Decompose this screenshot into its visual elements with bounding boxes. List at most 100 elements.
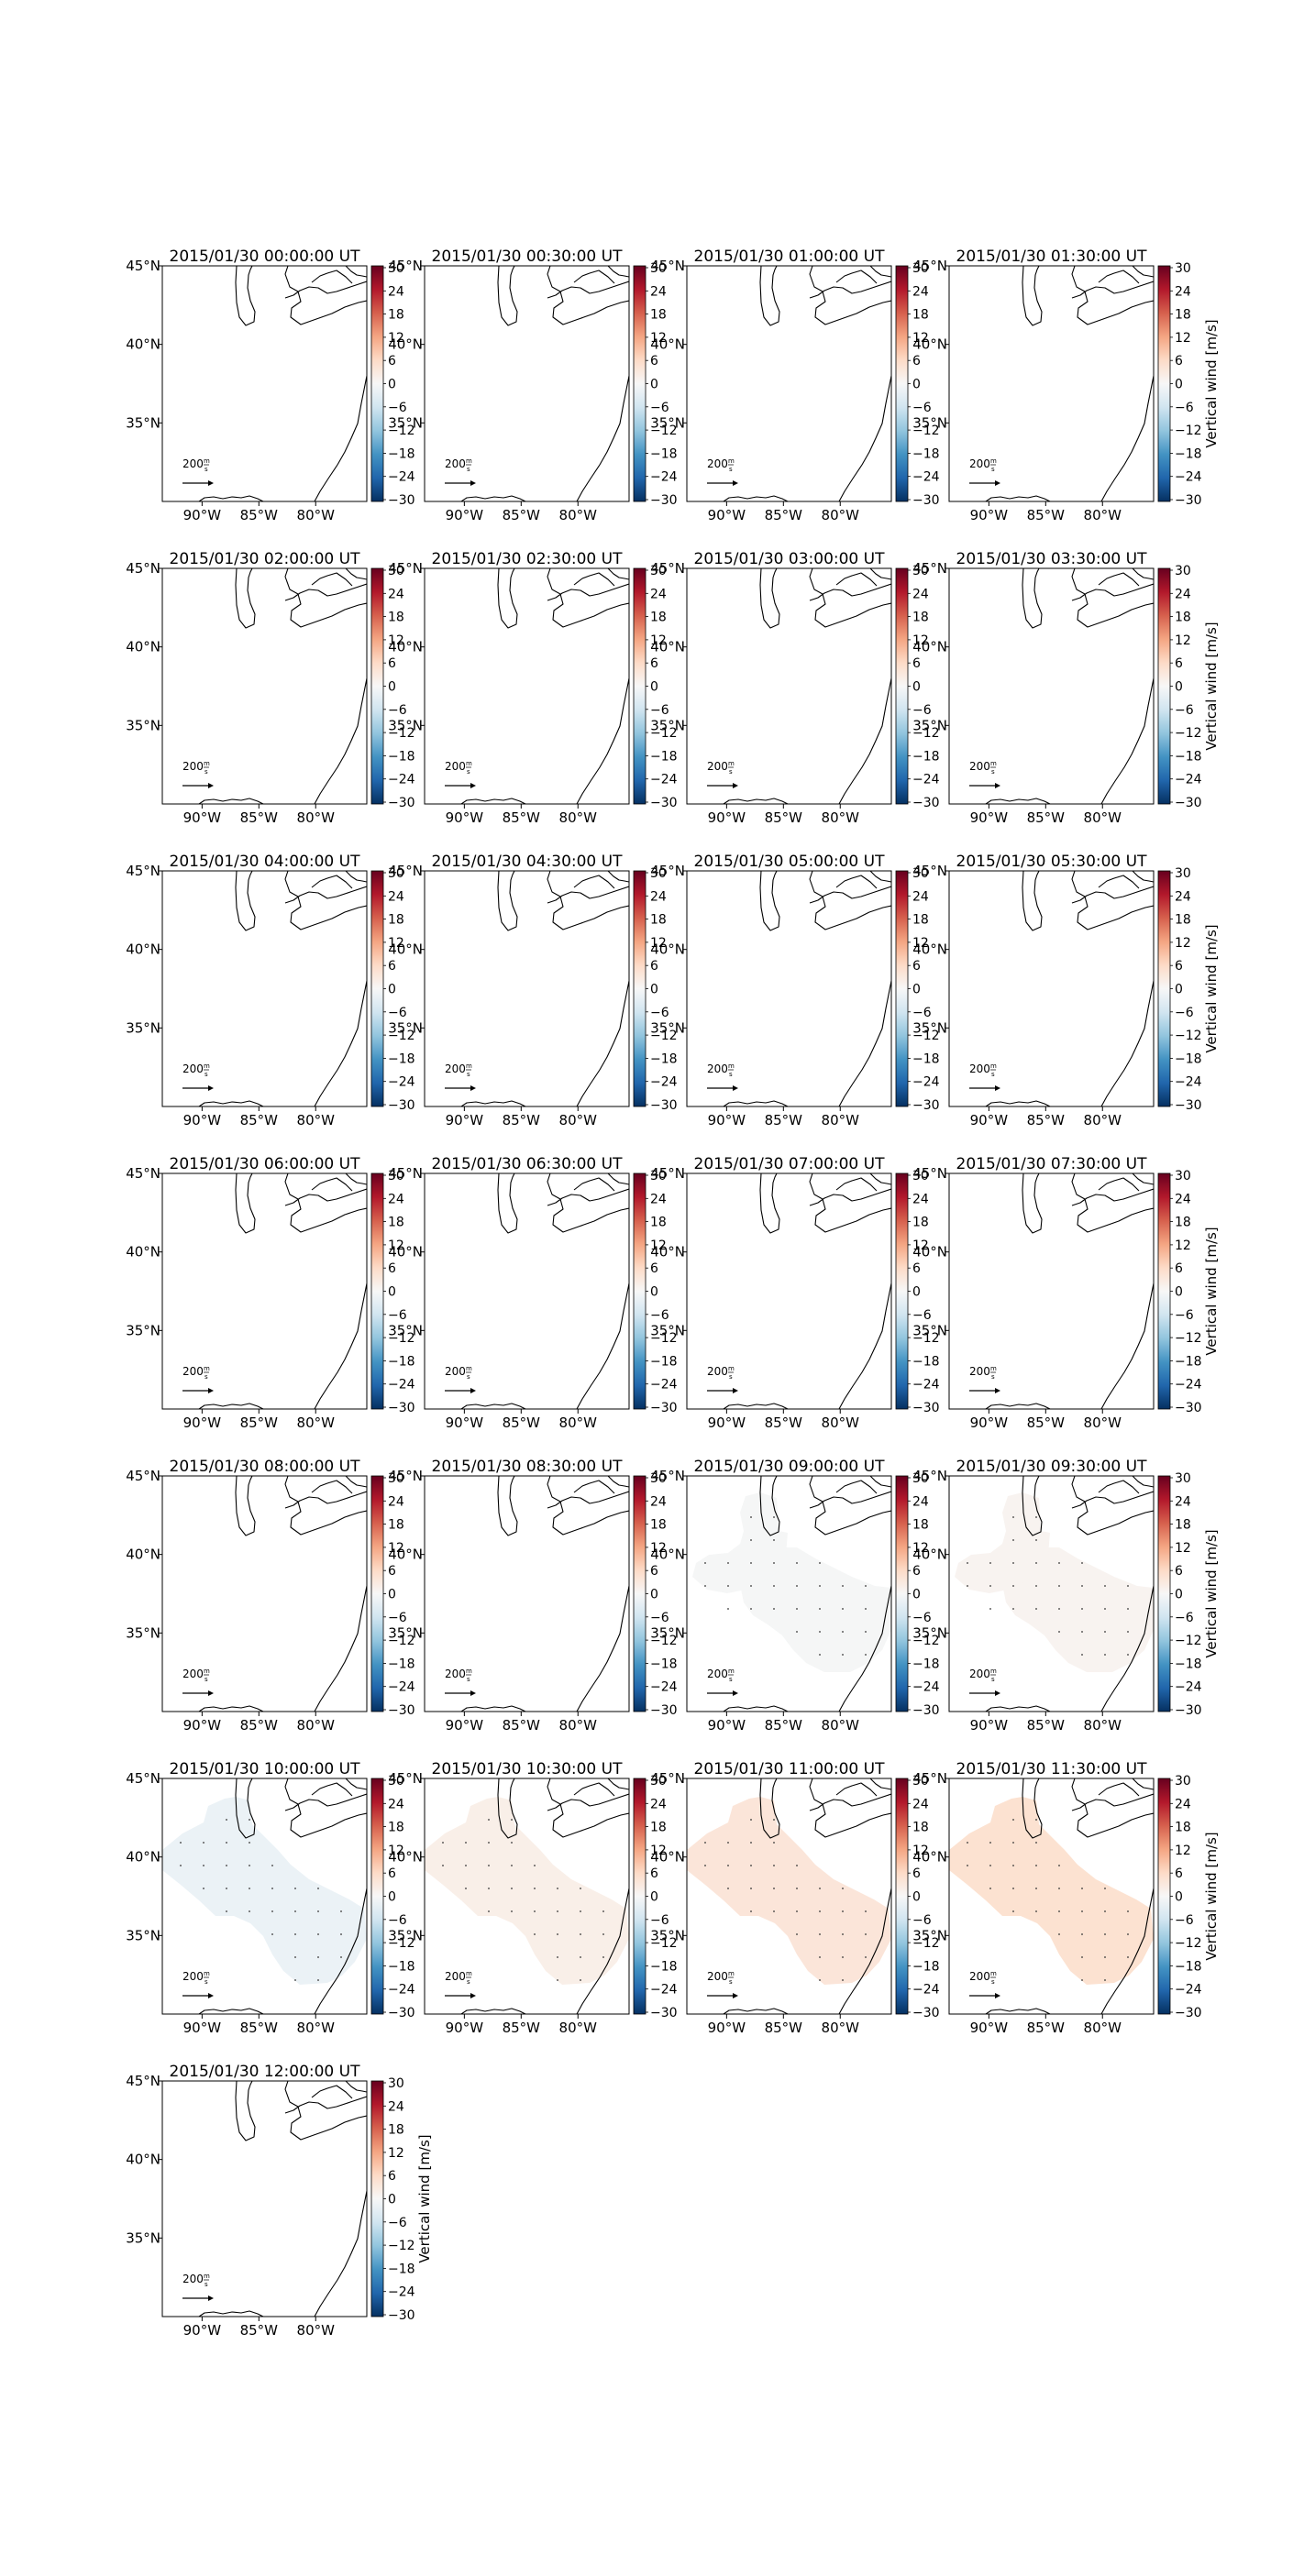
quiver-point <box>340 1933 342 1935</box>
colorbar-tick-label: −6 <box>388 703 407 718</box>
colorbar-tick-label: 12 <box>650 633 667 648</box>
coastline-atlantic <box>838 677 891 804</box>
coastline-lake-michigan <box>1022 266 1043 326</box>
colorbar-tick-label: −6 <box>912 1308 932 1323</box>
map-frame <box>161 567 368 805</box>
lon-tick-label: 80°W <box>297 1415 336 1431</box>
quiver-point <box>511 1910 513 1912</box>
colorbar-tick-label: 24 <box>912 587 929 601</box>
lon-tick-label: 90°W <box>446 1415 484 1431</box>
quiver-point <box>1012 1819 1014 1821</box>
quiver-point <box>1104 1888 1106 1889</box>
colorbar-tick-label: 0 <box>912 983 921 997</box>
scale-unit: s <box>467 1071 470 1078</box>
scale-unit: m <box>728 1668 735 1675</box>
colorbar-tick-label: 12 <box>388 331 404 346</box>
lat-tick-label: 45°N <box>126 560 160 577</box>
colorbar-tick-label: 6 <box>650 1261 658 1276</box>
coastline-lake-ontario <box>1132 1173 1154 1185</box>
map-background <box>687 1173 891 1409</box>
lat-tick-label: 45°N <box>126 258 160 274</box>
panel-title: 2015/01/30 05:00:00 UT <box>694 853 886 871</box>
colorbar-tick-label: 30 <box>1175 1774 1191 1789</box>
colorbar-tick-label: −18 <box>912 1959 940 1974</box>
lat-tick-label: 35°N <box>912 414 947 431</box>
map-background <box>949 1173 1154 1409</box>
quiver-point <box>1035 1865 1037 1866</box>
lon-tick-label: 80°W <box>297 2322 336 2339</box>
vertical-wind-field <box>740 1547 891 1672</box>
quiver-point <box>294 1910 296 1912</box>
colorbar-tick-label: 24 <box>1175 284 1191 299</box>
colorbar-tick-label: −6 <box>1175 1611 1194 1625</box>
map-content <box>425 1778 629 2014</box>
colorbar-tick-label: −30 <box>388 2308 415 2323</box>
scale-label: 200 <box>969 1668 990 1680</box>
quiver-point <box>842 1631 844 1633</box>
quiver-point <box>1012 1888 1014 1889</box>
quiver-point <box>750 1888 752 1889</box>
colorbar-tick-label: 24 <box>912 1797 929 1811</box>
coastline-georgian-bay <box>835 1177 878 1192</box>
colorbar-tick-label: −30 <box>388 1098 415 1113</box>
map-panel: 2015/01/30 05:30:00 UT 200 ms 90°W 85°W 80°W 4… <box>912 853 1220 1128</box>
scale-label: 200 <box>707 457 728 470</box>
colorbar-tick-label: −30 <box>388 493 415 508</box>
quiver-point <box>1081 1979 1083 1981</box>
map-panel: 2015/01/30 12:00:00 UT 200 ms 90°W 85°W 80°W 4… <box>126 2063 433 2339</box>
quiver-point <box>819 1585 821 1587</box>
coastline-georgian-bay <box>835 1480 878 1494</box>
colorbar-tick-label: 0 <box>388 378 396 392</box>
lat-tick-label: 40°N <box>126 941 160 958</box>
coastline-georgian-bay <box>1098 875 1140 889</box>
colorbar-tick-label: −6 <box>912 1913 932 1928</box>
map-frame <box>948 1172 1155 1410</box>
colorbar-tick-label: −12 <box>912 1331 940 1346</box>
map-content <box>460 266 629 501</box>
quiver-point <box>842 1654 844 1656</box>
quiver-point <box>226 1819 227 1821</box>
quiver-point <box>1127 1631 1129 1633</box>
colorbar-tick-label: 24 <box>388 1797 404 1811</box>
panel-title: 2015/01/30 02:00:00 UT <box>170 550 361 568</box>
scale-label: 200 <box>969 1062 990 1075</box>
lat-tick-label: 40°N <box>912 1849 947 1866</box>
quiver-point <box>865 1608 867 1610</box>
quiver-point <box>819 1654 821 1656</box>
lon-tick-label: 85°W <box>240 2020 279 2036</box>
scale-unit: m <box>466 1365 472 1372</box>
quiver-point <box>294 1933 296 1935</box>
scale-label: 200 <box>969 1970 990 1983</box>
colorbar <box>370 567 384 805</box>
scale-arrow-head <box>470 480 476 486</box>
colorbar-tick-label: 18 <box>1175 913 1191 928</box>
panel-title: 2015/01/30 11:00:00 UT <box>694 1760 886 1778</box>
map-background <box>162 871 367 1106</box>
map-content <box>198 266 367 501</box>
colorbar-tick-label: −6 <box>650 1913 669 1928</box>
quiver-point <box>511 1865 513 1866</box>
quiver-point <box>1104 1585 1106 1587</box>
colorbar-tick-label: 6 <box>912 959 921 974</box>
map-content <box>162 1778 367 2014</box>
colorbar-tick-label: −6 <box>1175 1308 1194 1323</box>
quiver-point <box>1058 1562 1060 1564</box>
colorbar <box>895 265 909 502</box>
colorbar-tick-label: −12 <box>1175 1936 1202 1951</box>
colorbar-tick-label: 30 <box>912 261 929 276</box>
colorbar-tick-label: −6 <box>650 1611 669 1625</box>
colorbar-tick-label: 18 <box>912 611 929 625</box>
lat-tick-label: 35°N <box>388 1322 423 1338</box>
colorbar-tick-label: −6 <box>388 1308 407 1323</box>
quiver-point <box>294 1979 296 1981</box>
colorbar-tick-label: 0 <box>650 680 658 695</box>
scale-unit: m <box>728 1970 735 1977</box>
quiver-point <box>1012 1910 1014 1912</box>
coastline-lake-huron <box>809 281 891 299</box>
quiver-point <box>989 1865 991 1866</box>
coastline-lake-erie <box>284 871 367 930</box>
colorbar-tick-label: −24 <box>388 1378 415 1393</box>
lon-tick-label: 80°W <box>297 1112 336 1128</box>
coastline-lake-michigan <box>497 871 518 931</box>
colorbar-tick-label: 12 <box>1175 1541 1191 1556</box>
